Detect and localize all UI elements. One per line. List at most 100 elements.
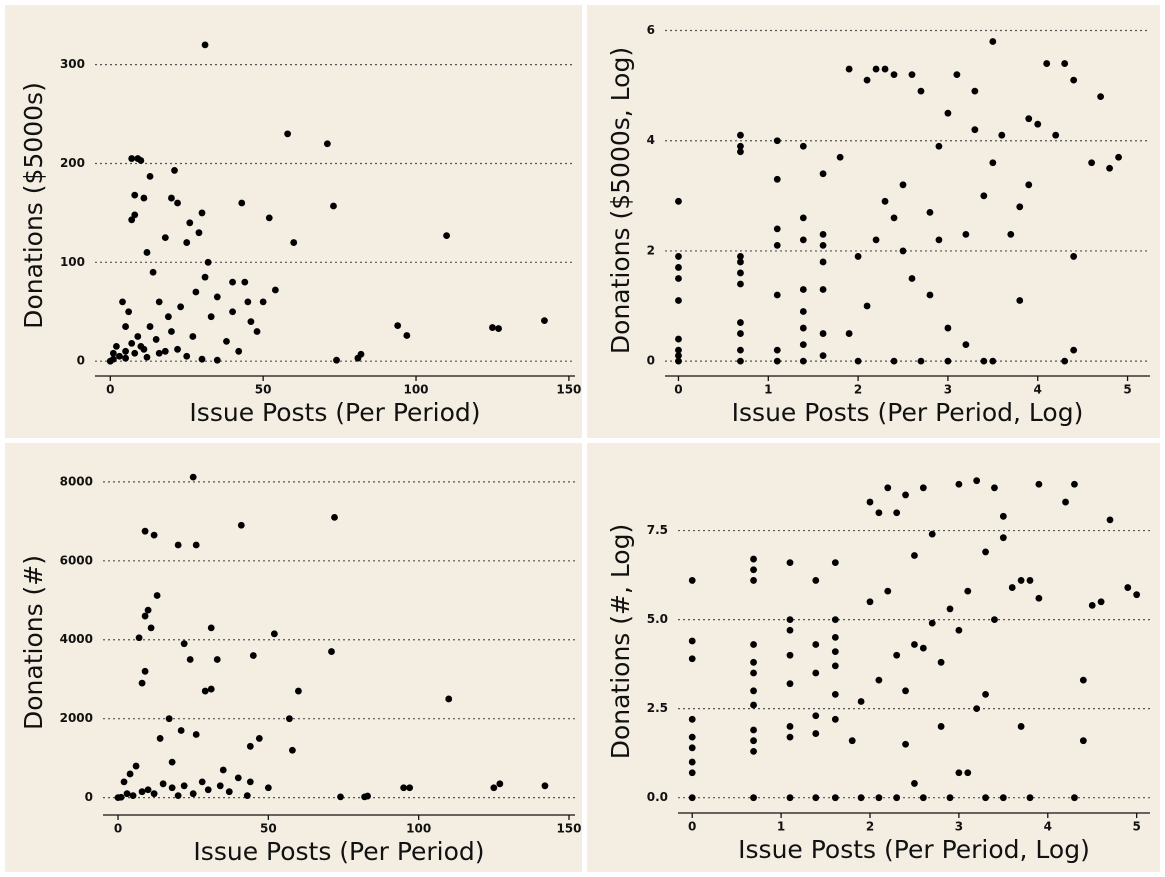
y-tick-label: 4000 (60, 632, 93, 646)
data-point (1016, 203, 1024, 211)
data-point (944, 324, 952, 332)
data-point (247, 318, 255, 326)
data-point (141, 527, 149, 535)
data-point (192, 541, 200, 549)
data-point (786, 680, 794, 688)
data-point (1062, 498, 1069, 506)
data-point (137, 157, 145, 164)
data-point (244, 298, 252, 306)
data-point (1061, 357, 1069, 365)
data-point (489, 324, 496, 331)
data-point (872, 65, 880, 73)
y-tick-label: 4 (647, 133, 655, 147)
data-point (128, 339, 136, 347)
y-tick-label: 2000 (60, 711, 93, 725)
x-tick-label: 3 (944, 383, 952, 397)
data-point (403, 332, 411, 339)
data-point (964, 769, 972, 777)
data-point (161, 347, 169, 355)
data-point (155, 349, 163, 357)
data-point (854, 253, 862, 260)
data-point (875, 509, 883, 517)
data-point (893, 794, 901, 802)
y-tick-label: 100 (60, 255, 85, 269)
data-point (854, 357, 862, 365)
data-point (186, 219, 194, 227)
data-point (177, 727, 185, 734)
data-point (235, 347, 243, 355)
data-point (926, 291, 934, 299)
data-point (737, 131, 744, 139)
data-point (899, 247, 907, 255)
data-point (980, 357, 988, 365)
data-point (541, 782, 549, 790)
data-point (675, 335, 682, 343)
y-tick-label: 0 (85, 790, 93, 804)
data-point (337, 793, 344, 801)
data-point (134, 333, 142, 340)
data-point (884, 587, 892, 595)
data-point (204, 786, 212, 794)
data-point (213, 656, 221, 663)
data-point (982, 548, 989, 556)
data-point (216, 782, 224, 790)
data-point (688, 577, 696, 584)
x-tick-label: 100 (406, 822, 431, 836)
data-point (737, 330, 744, 337)
data-point (207, 313, 215, 321)
data-point (773, 242, 781, 249)
data-point (881, 65, 889, 73)
data-point (863, 302, 871, 310)
data-point (893, 509, 901, 517)
data-point (902, 491, 909, 499)
data-point (1133, 591, 1141, 599)
data-point (490, 784, 498, 792)
data-point (140, 345, 148, 353)
data-point (737, 142, 744, 150)
data-point (872, 236, 880, 244)
data-point (189, 333, 197, 340)
data-point (146, 323, 154, 330)
data-point (243, 792, 251, 800)
data-point (971, 87, 979, 95)
data-point (219, 766, 227, 774)
x-axis-label: Issue Posts (Per Period, Log) (738, 835, 1090, 864)
data-point (737, 253, 744, 260)
data-point (750, 747, 757, 755)
data-point (192, 731, 200, 738)
data-point (786, 794, 794, 802)
data-point (174, 345, 181, 353)
data-point (201, 41, 209, 49)
data-point (168, 328, 175, 335)
data-point (928, 619, 936, 627)
data-point (989, 357, 997, 365)
y-axis-label: Donations (#) (19, 555, 48, 730)
data-point (812, 712, 820, 720)
data-point (1052, 131, 1060, 139)
data-point (495, 325, 502, 332)
data-point (919, 644, 927, 652)
data-point (737, 258, 744, 266)
data-point (773, 137, 781, 145)
data-point (330, 202, 337, 210)
data-point (955, 626, 963, 634)
data-point (799, 357, 807, 365)
x-tick-label: 1 (777, 820, 785, 834)
data-point (937, 658, 945, 666)
data-point (1097, 93, 1105, 101)
panel-background (5, 5, 582, 438)
data-point (786, 626, 794, 634)
data-point (164, 313, 172, 321)
data-point (881, 197, 889, 205)
data-point (168, 194, 175, 202)
data-point (249, 652, 257, 659)
data-point (688, 655, 696, 663)
data-point (165, 715, 173, 723)
data-point (911, 780, 918, 787)
data-point (812, 577, 820, 584)
data-point (152, 336, 160, 343)
data-point (928, 530, 936, 538)
data-point (799, 142, 807, 150)
data-point (253, 328, 261, 335)
data-point (845, 65, 853, 73)
